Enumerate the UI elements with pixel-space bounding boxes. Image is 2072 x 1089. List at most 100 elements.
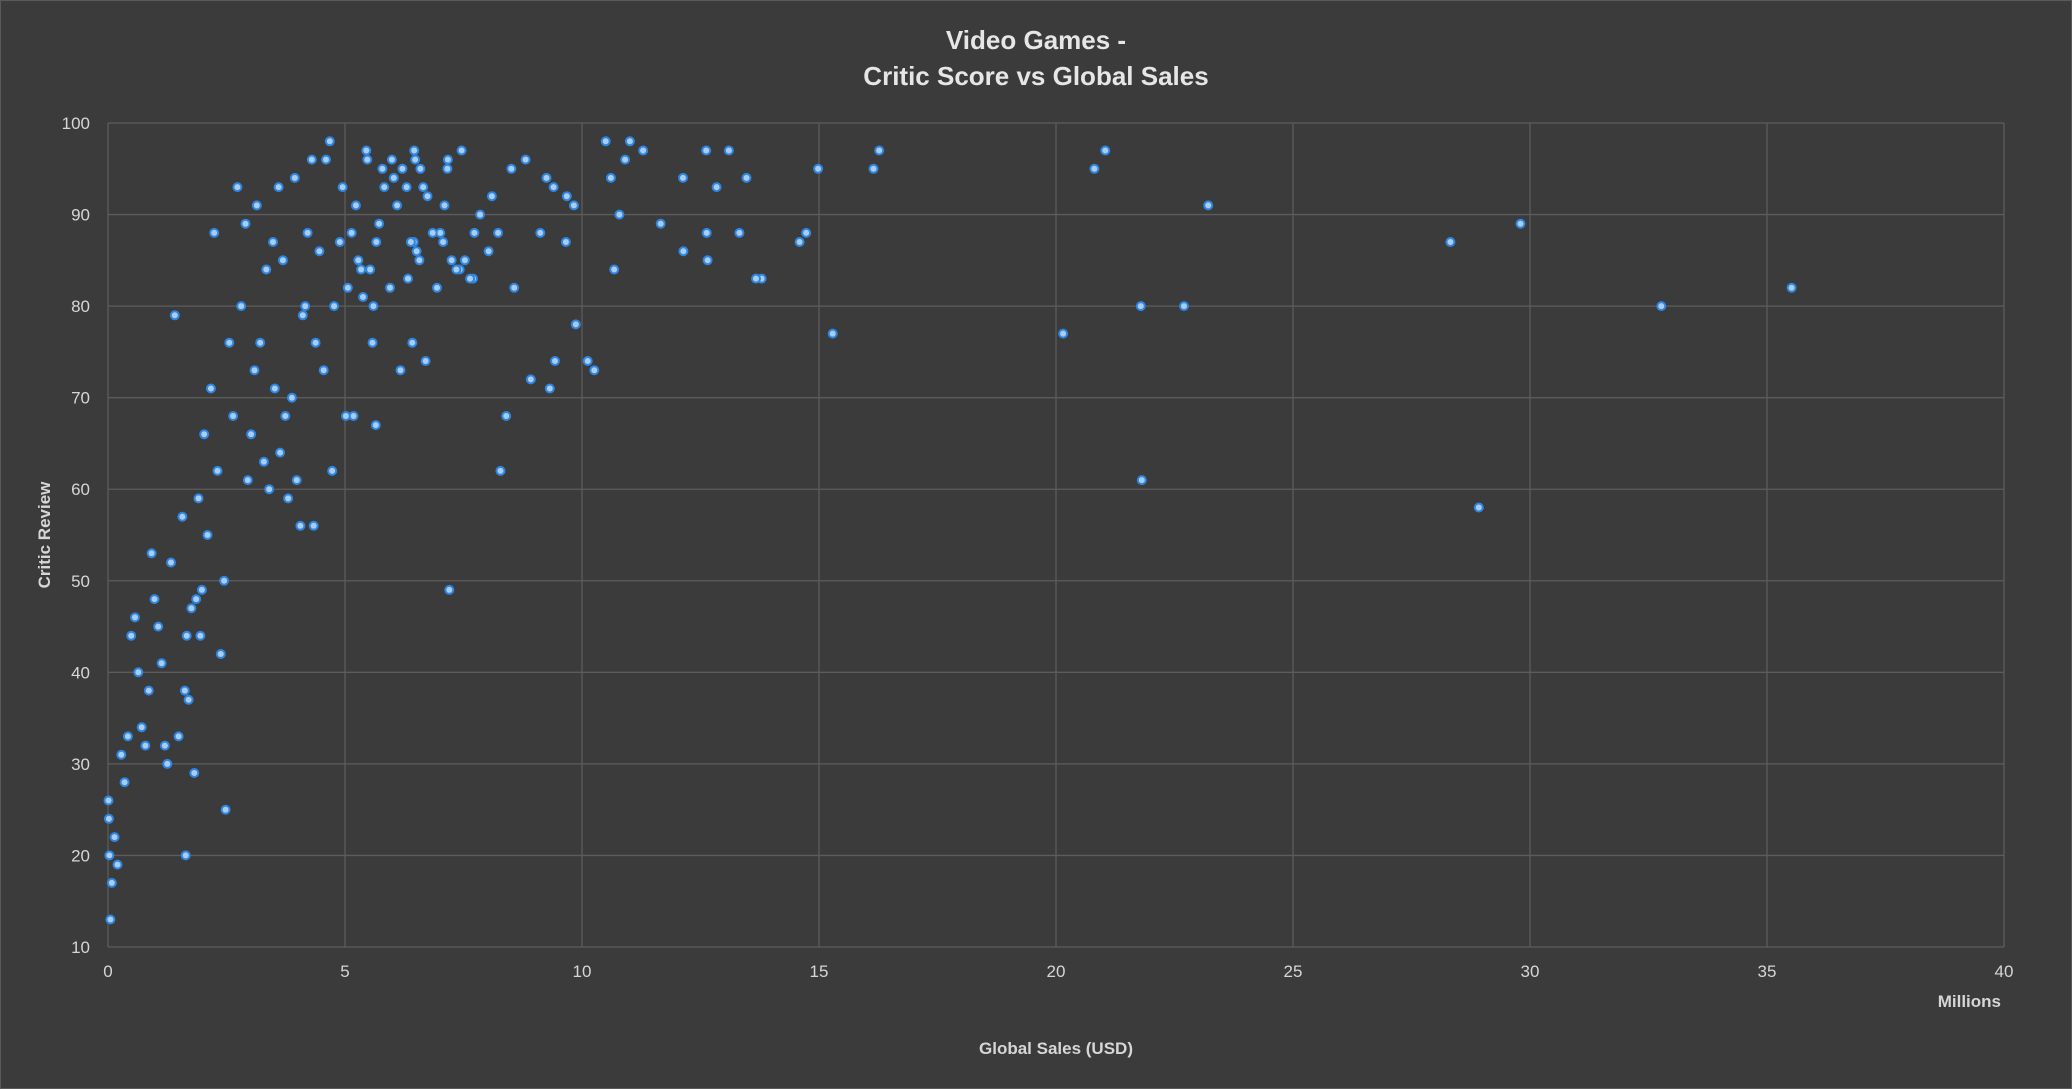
data-point	[177, 511, 188, 522]
data-point	[183, 694, 194, 705]
data-point	[655, 218, 666, 229]
data-point	[340, 411, 351, 421]
data-point	[302, 227, 313, 238]
tick-labels: 0 5 10 15 20 25 30 35 40 10 20 30 40 50 60 70 80 90 100	[62, 114, 2014, 981]
data-point	[143, 685, 154, 696]
data-point	[392, 200, 403, 211]
data-point	[1515, 218, 1526, 229]
data-point	[310, 337, 321, 348]
data-point	[751, 273, 761, 284]
data-point	[813, 163, 824, 174]
data-point	[548, 182, 559, 193]
data-point	[112, 859, 123, 870]
data-point	[624, 136, 635, 147]
data-point	[469, 227, 480, 238]
data-point	[371, 237, 382, 247]
data-point	[133, 667, 144, 678]
data-point	[220, 804, 231, 815]
data-point	[459, 255, 470, 266]
data-point	[251, 200, 262, 211]
data-point	[246, 429, 257, 440]
data-point	[308, 520, 319, 531]
x-axis-title: Global Sales (USD)	[979, 1039, 1133, 1058]
data-point	[509, 282, 520, 293]
data-point	[427, 227, 438, 238]
data-point	[228, 411, 239, 421]
data-point	[1100, 145, 1111, 156]
x-tick-label: 20	[1047, 962, 1066, 981]
data-point	[106, 877, 117, 888]
data-point	[465, 273, 476, 284]
data-point	[146, 548, 157, 559]
data-point	[483, 246, 494, 257]
data-point	[678, 246, 689, 257]
x-tick-label: 15	[810, 962, 829, 981]
data-point	[794, 237, 805, 247]
data-point	[444, 584, 455, 595]
data-point	[268, 237, 278, 247]
data-point	[614, 209, 625, 220]
data-point	[180, 850, 191, 861]
data-point	[334, 237, 345, 247]
y-tick-label: 50	[71, 572, 90, 591]
data-point	[116, 749, 127, 760]
data-point	[409, 145, 420, 156]
data-point	[570, 319, 581, 330]
data-point	[193, 493, 204, 504]
data-point	[286, 392, 297, 403]
data-point	[261, 264, 272, 275]
data-point	[202, 530, 213, 540]
data-point	[191, 594, 202, 605]
data-point	[418, 182, 429, 193]
data-point	[321, 154, 331, 165]
data-point	[439, 200, 450, 211]
data-point	[589, 365, 600, 376]
data-point	[356, 264, 367, 275]
data-point	[104, 850, 115, 861]
data-point	[179, 685, 190, 696]
y-tick-label: 100	[62, 114, 90, 133]
data-point	[264, 484, 275, 495]
data-point	[609, 264, 620, 275]
data-point	[386, 154, 397, 165]
data-point	[232, 182, 243, 193]
data-point	[560, 237, 571, 247]
data-point	[353, 255, 364, 266]
data-point	[295, 520, 306, 531]
y-tick-label: 20	[71, 846, 90, 865]
y-tick-label: 60	[71, 480, 90, 499]
data-point	[199, 429, 210, 440]
data-point	[370, 420, 381, 431]
data-point	[368, 301, 379, 312]
data-point	[638, 145, 649, 156]
data-point	[486, 191, 497, 202]
data-point	[1786, 282, 1797, 293]
data-point	[156, 658, 167, 669]
data-point	[186, 603, 197, 614]
data-point	[181, 630, 192, 641]
data-point	[395, 365, 406, 376]
data-point	[442, 163, 453, 174]
y-tick-label: 80	[71, 297, 90, 316]
x-tick-label: 35	[1758, 962, 1777, 981]
data-point	[275, 447, 286, 458]
data-point	[397, 163, 408, 174]
data-point	[119, 777, 130, 788]
data-point	[212, 465, 223, 476]
data-point	[702, 255, 713, 266]
data-point	[173, 731, 184, 742]
data-point	[1058, 328, 1069, 339]
data-point	[600, 136, 611, 147]
data-point	[258, 456, 269, 467]
data-point	[103, 795, 114, 806]
data-point	[291, 475, 302, 486]
data-point	[346, 227, 357, 238]
x-tick-label: 5	[340, 962, 349, 981]
data-point	[1473, 502, 1484, 513]
data-point	[242, 475, 253, 486]
x-tick-label: 40	[1995, 962, 2014, 981]
data-point	[711, 182, 722, 193]
data-point	[166, 557, 176, 568]
y-tick-label: 30	[71, 755, 90, 774]
data-point	[196, 584, 207, 595]
